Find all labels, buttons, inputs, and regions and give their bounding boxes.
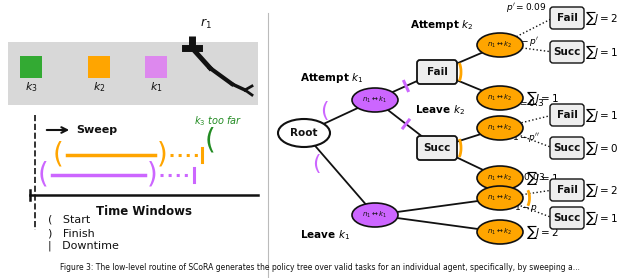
FancyBboxPatch shape [417,60,457,84]
Ellipse shape [477,220,523,244]
Text: $k_1$: $k_1$ [150,80,163,94]
Text: $\sum J=1$: $\sum J=1$ [585,43,618,61]
Text: $\sum J=2$: $\sum J=2$ [585,181,618,199]
FancyBboxPatch shape [550,207,584,229]
Text: $1-p$: $1-p$ [515,202,538,215]
FancyBboxPatch shape [550,137,584,159]
Text: (: ( [205,126,216,154]
Text: Succ: Succ [554,143,580,153]
Text: $p'' = 0.3$: $p'' = 0.3$ [508,96,545,110]
Text: $1-p'$: $1-p'$ [513,36,540,48]
Text: Leave $k_1$: Leave $k_1$ [300,228,350,242]
Text: $n_1 \leftrightarrow k_2$: $n_1 \leftrightarrow k_2$ [488,123,513,133]
Text: Fail: Fail [557,185,577,195]
Text: $\sum J=2$: $\sum J=2$ [585,9,618,27]
Text: Time Windows: Time Windows [96,205,192,218]
Ellipse shape [477,186,523,210]
Text: $k_3$: $k_3$ [25,80,37,94]
Text: $n_1 \leftrightarrow k_1$: $n_1 \leftrightarrow k_1$ [362,210,387,220]
Text: Figure 3: The low-level routine of SCoRA generates the policy tree over valid ta: Figure 3: The low-level routine of SCoRA… [60,263,580,272]
FancyBboxPatch shape [145,56,167,78]
Ellipse shape [477,116,523,140]
Text: $\sum J=0$: $\sum J=0$ [585,139,618,157]
Ellipse shape [477,86,523,110]
Ellipse shape [352,203,398,227]
Text: $n_1 \leftrightarrow k_1$: $n_1 \leftrightarrow k_1$ [362,95,387,105]
Text: Succ: Succ [554,47,580,57]
Text: $k_2$: $k_2$ [93,80,106,94]
Text: (: ( [52,141,63,169]
Text: Sweep: Sweep [76,125,117,135]
Ellipse shape [278,119,330,147]
Text: Fail: Fail [557,13,577,23]
Text: )   Finish: ) Finish [48,228,95,238]
Text: $n_1 \leftrightarrow k_2$: $n_1 \leftrightarrow k_2$ [488,227,513,237]
FancyBboxPatch shape [550,7,584,29]
Text: |   Downtime: | Downtime [48,241,119,251]
Ellipse shape [477,166,523,190]
Text: $\sum J=1$: $\sum J=1$ [585,209,618,227]
Text: $k_3$ too far: $k_3$ too far [194,114,242,128]
Text: ): ) [147,161,157,189]
Text: $r_1$: $r_1$ [200,17,212,31]
Ellipse shape [477,33,523,57]
FancyBboxPatch shape [550,179,584,201]
Text: $n_1 \leftrightarrow k_2$: $n_1 \leftrightarrow k_2$ [488,93,513,103]
FancyBboxPatch shape [417,136,457,160]
Text: ): ) [157,141,168,169]
FancyBboxPatch shape [8,42,258,105]
Text: Attempt $k_2$: Attempt $k_2$ [410,18,474,32]
FancyBboxPatch shape [550,104,584,126]
Text: $\sum J=1$: $\sum J=1$ [585,106,618,124]
Text: $1-p''$: $1-p''$ [513,131,541,145]
Text: $n_1 \leftrightarrow k_2$: $n_1 \leftrightarrow k_2$ [488,193,513,203]
Ellipse shape [352,88,398,112]
Text: Leave $k_2$: Leave $k_2$ [415,103,465,117]
Text: $\sum J=1$: $\sum J=1$ [526,89,559,107]
Text: Succ: Succ [554,213,580,223]
Text: Fail: Fail [427,67,447,77]
Text: Attempt $k_1$: Attempt $k_1$ [300,71,364,85]
Text: $\sum J=1$: $\sum J=1$ [526,169,559,187]
Text: Fail: Fail [557,110,577,120]
Text: $p = 0.03$: $p = 0.03$ [508,172,545,185]
Text: $n_1 \leftrightarrow k_2$: $n_1 \leftrightarrow k_2$ [488,173,513,183]
Text: (   Start: ( Start [48,215,90,225]
Text: $\sum J=2$: $\sum J=2$ [526,223,559,241]
FancyBboxPatch shape [550,41,584,63]
FancyBboxPatch shape [20,56,42,78]
Text: Root: Root [291,128,317,138]
Text: $n_1 \leftrightarrow k_2$: $n_1 \leftrightarrow k_2$ [488,40,513,50]
Text: (: ( [312,154,320,174]
Text: (: ( [320,101,328,121]
FancyBboxPatch shape [88,56,110,78]
Text: (: ( [38,161,49,189]
Text: Succ: Succ [423,143,451,153]
Text: $p' = 0.09$: $p' = 0.09$ [506,1,547,14]
